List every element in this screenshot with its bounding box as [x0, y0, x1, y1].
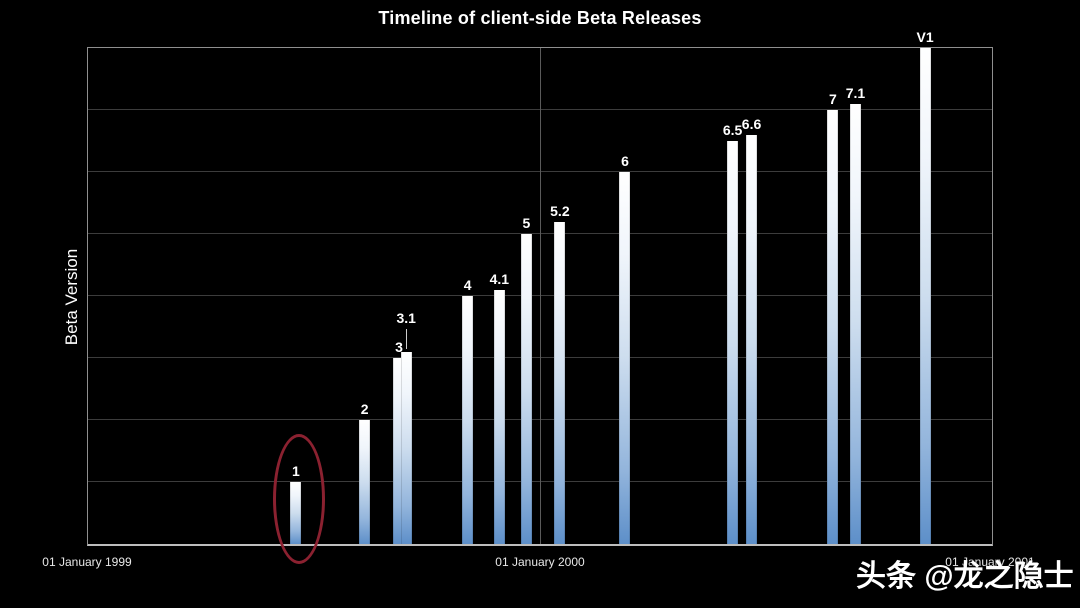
bar-5: 5 [520, 215, 532, 544]
chart-title: Timeline of client-side Beta Releases [378, 8, 702, 28]
bar-7: 7 [827, 91, 839, 544]
bar-4.1: 4.1 [490, 271, 509, 544]
bar-3: 3 [393, 339, 405, 544]
bar-label-6: 6 [621, 153, 629, 169]
y-axis-label: Beta Version [62, 248, 81, 346]
label-leader-line [406, 328, 408, 349]
bar-label-4: 4 [463, 277, 472, 293]
x-axis-label-2000: 01 January 2000 [495, 555, 585, 569]
bar-4: 4 [462, 277, 474, 544]
bar-label-3.1: 3.1 [396, 309, 416, 326]
bar-label-4.1: 4.1 [489, 270, 510, 287]
bar-label-7.1: 7.1 [845, 84, 866, 101]
bar-label-5: 5 [522, 215, 531, 231]
bar-3.1: 3.1 [396, 310, 416, 544]
bar-V1: V1 [917, 29, 934, 544]
bar-label-3: 3 [395, 339, 403, 355]
bar-label-5.2: 5.2 [550, 202, 570, 219]
gridline-jan-2000 [540, 48, 541, 544]
bar-5.2: 5.2 [550, 203, 570, 544]
bar-6.6: 6.6 [742, 116, 761, 544]
watermark: 头条 @龙之隐士 [856, 560, 1074, 593]
bar-label-7: 7 [828, 91, 837, 107]
x-axis-label-2001: 01 January 2001 [945, 555, 1035, 569]
bar-label-V1: V1 [916, 29, 934, 45]
bar-6: 6 [619, 153, 631, 544]
red-circle-annotation [272, 434, 325, 564]
bar-6.5: 6.5 [723, 122, 742, 544]
bar-2: 2 [359, 401, 371, 544]
plot-area: 1 2 3 3.1 4 4.1 5 5.2 6 6.5 6.6 7 7.1 V1 [87, 29, 993, 564]
bar-label-6.6: 6.6 [741, 115, 762, 132]
bar-7.1: 7.1 [846, 85, 865, 544]
bar-label-6.5: 6.5 [722, 122, 743, 138]
bar-label-2: 2 [360, 401, 369, 417]
x-axis-label-1999: 01 January 1999 [42, 555, 132, 569]
